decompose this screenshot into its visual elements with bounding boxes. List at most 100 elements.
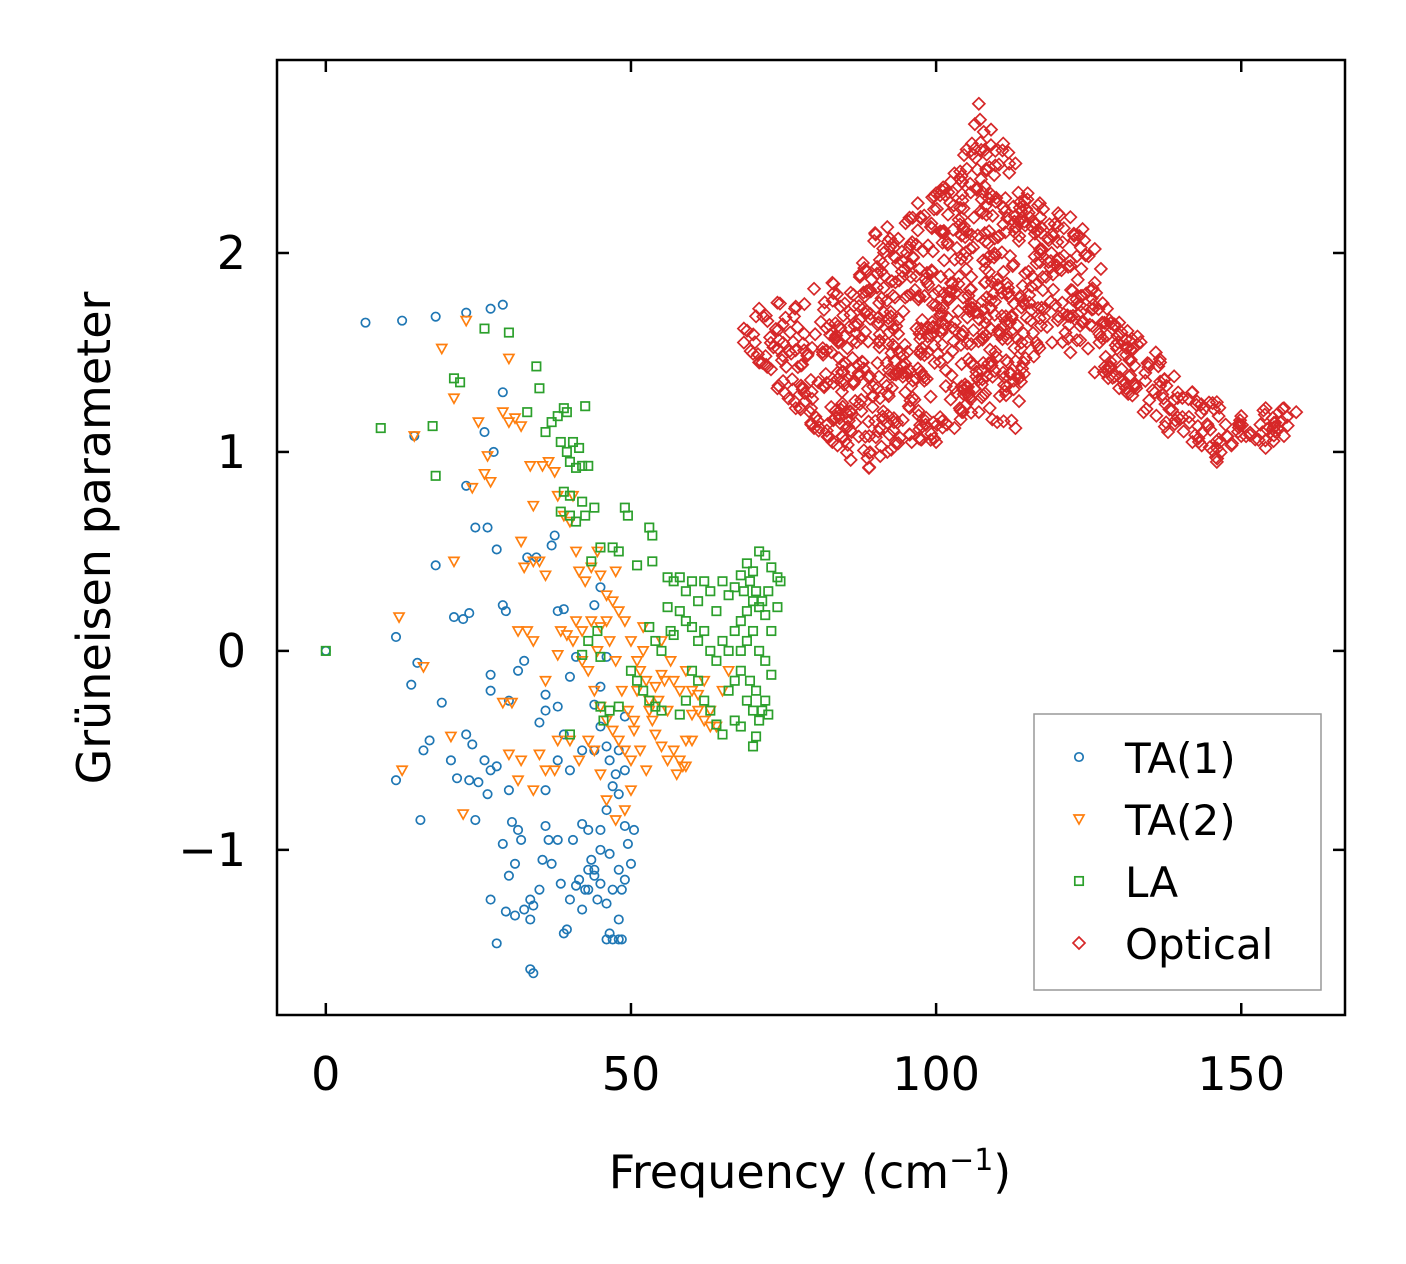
data-point <box>528 900 539 911</box>
data-point <box>574 874 585 885</box>
data-point <box>1230 424 1246 439</box>
data-point <box>1071 228 1087 244</box>
data-point <box>741 695 752 706</box>
data-point <box>1194 438 1209 453</box>
data-point <box>920 329 935 344</box>
data-point <box>905 249 920 265</box>
data-point <box>1027 235 1042 251</box>
data-point <box>570 516 582 527</box>
data-point <box>1051 262 1067 277</box>
data-point <box>853 367 868 382</box>
data-point <box>932 300 947 316</box>
data-point <box>912 344 928 359</box>
data-point <box>459 315 473 328</box>
data-point <box>1280 418 1295 433</box>
data-point <box>1026 349 1041 364</box>
data-point <box>1063 345 1078 360</box>
data-point <box>613 914 624 925</box>
data-point <box>856 443 872 458</box>
data-point <box>989 414 1005 430</box>
data-point <box>613 934 624 945</box>
data-point <box>621 705 635 718</box>
data-point <box>961 351 976 367</box>
data-point <box>941 267 957 282</box>
data-point <box>549 530 560 541</box>
data-point <box>680 616 691 627</box>
data-point <box>886 423 901 438</box>
data-point <box>978 261 993 276</box>
data-point <box>871 424 886 439</box>
data-point <box>539 765 552 778</box>
data-point <box>1061 318 1077 333</box>
data-point <box>500 906 511 917</box>
data-point <box>860 334 876 349</box>
data-point <box>583 460 594 471</box>
data-point <box>987 246 1002 261</box>
data-point <box>958 261 974 277</box>
data-point <box>519 904 530 915</box>
data-point <box>848 393 863 409</box>
data-point <box>618 805 632 817</box>
data-point <box>861 414 876 429</box>
data-point <box>766 625 777 637</box>
data-point <box>1288 404 1304 420</box>
data-point <box>837 296 852 311</box>
data-point <box>997 204 1013 219</box>
data-point <box>1108 338 1123 353</box>
data-point <box>983 300 999 315</box>
data-point <box>627 715 641 728</box>
series-la <box>320 323 786 752</box>
legend-label-ta1: TA(1) <box>1124 734 1236 783</box>
data-point <box>870 317 886 333</box>
data-point <box>528 968 539 979</box>
data-point <box>741 606 752 617</box>
data-point <box>574 442 585 454</box>
data-point <box>858 429 873 444</box>
data-point <box>709 721 723 734</box>
data-point <box>589 699 600 710</box>
data-point <box>444 731 458 744</box>
data-point <box>882 231 898 246</box>
data-point <box>1253 417 1268 432</box>
data-point <box>686 621 698 633</box>
data-point <box>888 275 903 290</box>
data-point <box>1138 365 1153 381</box>
data-point <box>722 665 736 678</box>
data-point <box>1152 355 1168 370</box>
data-point <box>580 401 591 412</box>
data-point <box>751 731 762 742</box>
data-point <box>763 362 779 377</box>
data-point <box>1218 417 1233 432</box>
data-point <box>862 459 877 475</box>
data-point <box>1050 234 1065 250</box>
data-point <box>1196 401 1212 417</box>
data-point <box>916 208 932 223</box>
data-point <box>768 321 784 337</box>
data-point <box>566 636 580 648</box>
data-point <box>456 809 470 821</box>
data-point <box>503 870 514 881</box>
data-point <box>941 292 957 307</box>
data-point <box>999 276 1015 291</box>
data-point <box>754 602 765 613</box>
data-point <box>577 745 588 756</box>
data-point <box>940 237 956 252</box>
data-point <box>1002 156 1017 171</box>
data-point <box>1016 355 1031 370</box>
data-point <box>580 510 591 521</box>
data-point <box>1024 302 1039 318</box>
data-point <box>1274 413 1289 429</box>
data-point <box>508 413 522 425</box>
data-point <box>977 178 992 194</box>
data-point <box>763 586 774 597</box>
data-point <box>496 697 510 710</box>
data-point <box>983 358 998 374</box>
data-point <box>534 717 545 728</box>
legend: TA(1) TA(2) LA Optical <box>1033 713 1322 991</box>
data-point <box>975 205 990 221</box>
data-point <box>624 755 638 768</box>
data-point <box>717 635 728 647</box>
data-point <box>1176 424 1191 439</box>
data-point <box>951 276 966 292</box>
data-point <box>479 323 490 334</box>
